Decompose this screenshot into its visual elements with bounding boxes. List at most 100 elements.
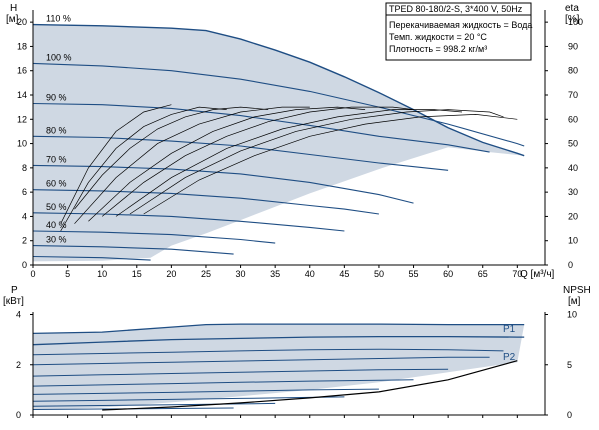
eta-curves-layer [60, 104, 518, 232]
eta-curve [60, 106, 227, 232]
x-tick-label: 70 [512, 269, 522, 279]
y2-tick-label: 50 [568, 139, 578, 149]
npsh-tick-label: 5 [567, 360, 572, 370]
npsh-tick-label: 10 [567, 310, 577, 320]
y-tick-label: 10 [17, 139, 27, 149]
head-curve [32, 212, 345, 232]
x-tick-label: 50 [374, 269, 384, 279]
info-box [385, 2, 532, 61]
power-y-unit: [кВт] [3, 296, 24, 307]
y-axis-unit: [м] [6, 14, 19, 25]
y-tick-label: 16 [17, 66, 27, 76]
x-tick-label: 60 [443, 269, 453, 279]
npsh-curves-layer [102, 360, 518, 411]
speed-labels-layer: 110 % 100 % 90 % 80 % 70 % 60 % 50 % 40 % 30 % [46, 14, 72, 245]
eta-curve [101, 106, 414, 217]
x-tick-label: 45 [339, 269, 349, 279]
y2-tick-label: 100 [568, 17, 583, 27]
head-curve [32, 164, 414, 204]
x-tick-label: 15 [132, 269, 142, 279]
y2-tick-label: 80 [568, 66, 578, 76]
power-y-tick-label: 2 [16, 360, 21, 370]
x-tick-label: 10 [97, 269, 107, 279]
power-x-tick-layer [32, 415, 518, 418]
power-y2-tick-layer: 0 5 10 [545, 310, 577, 420]
head-curve [32, 230, 276, 244]
x-tick-label: 20 [166, 269, 176, 279]
y2-axis-unit: [%] [565, 14, 580, 25]
info-line-temp: Темп. жидкости = 20 °C [389, 32, 487, 42]
eta-curve [115, 109, 463, 217]
head-curve [32, 245, 234, 255]
y2-tick-label: 60 [568, 114, 578, 124]
y2-tick-label: 20 [568, 211, 578, 221]
y2-tick-layer: 0 10 20 30 40 50 60 70 80 90 100 [545, 17, 583, 270]
power-curve [32, 356, 490, 366]
x-tick-label: 5 [65, 269, 70, 279]
speed-label: 100 % [46, 52, 72, 62]
eta-curve [74, 106, 310, 224]
eta-curve [88, 106, 366, 222]
speed-label: 70 % [46, 154, 67, 164]
speed-label: 60 % [46, 179, 67, 189]
x-tick-label: 65 [478, 269, 488, 279]
x-axis-label: Q [м³/ч] [520, 269, 555, 280]
eta-curve [129, 109, 504, 215]
y2-axis-label: eta [565, 3, 579, 14]
y-tick-label: 18 [17, 41, 27, 51]
y-tick-label: 12 [17, 114, 27, 124]
power-area [33, 324, 525, 410]
power-curve [32, 335, 525, 346]
npsh-tick-label: 0 [567, 410, 572, 420]
x-tick-label: 30 [236, 269, 246, 279]
npsh-unit: [м] [568, 296, 581, 307]
p1-label: P1 [503, 324, 516, 335]
x-tick-label: 55 [409, 269, 419, 279]
speed-label: 110 % [46, 14, 71, 24]
y-tick-label: 6 [22, 187, 27, 197]
head-curve [32, 189, 379, 215]
head-curves-layer [32, 23, 525, 261]
head-curve [32, 255, 151, 261]
y-axis-label: H [10, 3, 17, 14]
y2-tick-label: 10 [568, 236, 578, 246]
power-curve [32, 402, 276, 407]
head-curve [32, 23, 525, 157]
speed-label: 80 % [46, 125, 67, 135]
power-curve [32, 388, 379, 395]
power-panel: 0 2 4 0 5 10 P [кВт] NPSH [м] P1 P2 [3, 285, 591, 420]
power-area-layer [33, 324, 525, 410]
y-tick-label: 14 [17, 90, 27, 100]
power-y-tick-label: 4 [16, 310, 21, 320]
operating-area-layer [33, 24, 525, 262]
y2-tick-label: 70 [568, 90, 578, 100]
power-curve [32, 323, 525, 335]
p2-label: P2 [503, 352, 516, 363]
y2-tick-label: 0 [568, 260, 573, 270]
y-tick-label: 8 [22, 163, 27, 173]
x-tick-label: 25 [201, 269, 211, 279]
x-tick-label: 40 [305, 269, 315, 279]
power-curves-layer [32, 323, 525, 410]
y2-tick-label: 90 [568, 41, 578, 51]
speed-label: 50 % [46, 202, 67, 212]
eta-curve [60, 104, 172, 224]
y-tick-layer: 0 2 4 6 8 10 12 14 16 18 20 [17, 17, 33, 270]
y2-tick-label: 40 [568, 163, 578, 173]
head-curve [32, 135, 449, 171]
info-line-density: Плотность = 998.2 кг/м³ [389, 44, 487, 54]
info-line-fluid: Перекачиваемая жидкость = Вода [389, 20, 532, 30]
npsh-label: NPSH [563, 285, 591, 296]
x-tick-label: 0 [30, 269, 35, 279]
y-tick-label: 2 [22, 236, 27, 246]
head-curve [32, 62, 525, 147]
head-panel: 110 % 100 % 90 % 80 % 70 % 60 % 50 % 40 % 30 % 0… [6, 2, 583, 280]
power-curve [32, 368, 449, 377]
chart-title: TPED 80-180/2-S, 3*400 V, 50Hz [389, 4, 523, 14]
power-y-label: P [11, 285, 18, 296]
head-curve [32, 102, 490, 153]
speed-label: 40 % [46, 220, 67, 230]
y-tick-label: 0 [22, 260, 27, 270]
power-curve [32, 348, 504, 356]
